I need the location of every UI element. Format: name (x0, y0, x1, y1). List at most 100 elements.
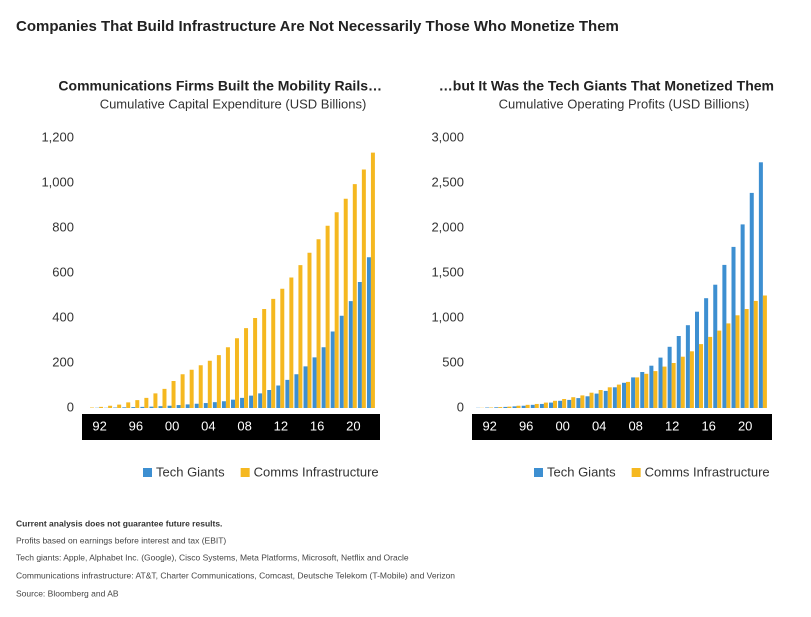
bar (704, 298, 709, 408)
bar (330, 331, 335, 408)
bar (176, 405, 181, 408)
chart-subtitle: Cumulative Operating Profits (USD Billio… (499, 96, 750, 111)
y-tick-label: 2,500 (431, 174, 464, 189)
bar (571, 397, 576, 408)
bar (744, 309, 749, 408)
bar (194, 403, 199, 408)
bar (667, 346, 672, 408)
bar (498, 407, 503, 408)
bar (543, 402, 548, 408)
bar (589, 392, 594, 408)
bar (580, 395, 585, 408)
bar (562, 399, 567, 408)
bar (276, 385, 281, 408)
bar (753, 300, 758, 408)
bar (234, 338, 239, 408)
x-tick-label: 04 (592, 418, 606, 433)
bar (521, 405, 526, 408)
bar (525, 404, 530, 408)
y-tick-label: 400 (52, 309, 74, 324)
chart-title: Communications Firms Built the Mobility … (58, 78, 382, 94)
bar (653, 371, 658, 408)
bar (740, 224, 745, 408)
bar (585, 396, 590, 408)
legend-swatch (240, 468, 250, 477)
bar (567, 399, 572, 408)
y-tick-label: 1,000 (41, 174, 74, 189)
bar (507, 406, 512, 408)
bar (316, 239, 321, 408)
bar (622, 382, 627, 408)
note: Current analysis does not guarantee futu… (16, 518, 222, 528)
bar (594, 393, 599, 408)
bar (662, 366, 667, 408)
bar (366, 257, 371, 408)
bar (649, 365, 654, 408)
y-tick-label: 600 (52, 264, 74, 279)
bar (207, 360, 212, 408)
bar (616, 384, 621, 408)
bar (680, 356, 685, 408)
note: Tech giants: Apple, Alphabet Inc. (Googl… (16, 552, 409, 562)
bar (225, 347, 230, 408)
bar (695, 311, 700, 408)
bar (749, 192, 754, 408)
bar (361, 169, 366, 408)
bar (171, 381, 176, 408)
bar (352, 184, 357, 408)
note: Source: Bloomberg and AB (16, 588, 119, 598)
bar (558, 400, 563, 408)
bar (370, 152, 375, 408)
y-tick-label: 0 (67, 399, 74, 414)
bar (307, 252, 312, 408)
bar (271, 298, 276, 408)
bar (298, 265, 303, 408)
bar (149, 406, 154, 408)
x-tick-label: 12 (665, 418, 679, 433)
bar (153, 393, 158, 408)
x-tick-label: 00 (555, 418, 569, 433)
bar (635, 377, 640, 408)
bar (631, 377, 636, 408)
bar (735, 315, 740, 408)
bar (726, 323, 731, 408)
y-tick-label: 0 (457, 399, 464, 414)
bar (576, 398, 581, 408)
x-tick-label: 96 (129, 418, 143, 433)
bar (244, 328, 249, 408)
x-tick-label: 12 (274, 418, 288, 433)
page-title: Companies That Build Infrastructure Are … (16, 18, 619, 35)
bar (262, 309, 267, 408)
legend-swatch (631, 468, 641, 477)
y-tick-label: 1,500 (431, 264, 464, 279)
bar (607, 387, 612, 408)
bar (117, 404, 122, 408)
bar (325, 225, 330, 408)
bar (253, 318, 258, 408)
y-tick-label: 800 (52, 219, 74, 234)
x-tick-label: 16 (310, 418, 324, 433)
bar (321, 347, 326, 408)
legend-label: Tech Giants (547, 464, 616, 479)
legend-label: Tech Giants (156, 464, 225, 479)
bar (285, 379, 290, 408)
x-tick-label: 08 (628, 418, 642, 433)
bar (762, 295, 767, 408)
bar (343, 198, 348, 408)
bar (598, 390, 603, 408)
bar (258, 393, 263, 408)
bar (603, 390, 608, 408)
bar (717, 330, 722, 408)
bar (512, 406, 517, 408)
x-tick-label: 20 (738, 418, 752, 433)
bar (644, 373, 649, 408)
y-tick-label: 1,200 (41, 129, 74, 144)
bar (135, 400, 140, 408)
legend-swatch (534, 468, 543, 477)
bar (612, 387, 617, 408)
bar (640, 372, 645, 408)
bar (530, 404, 535, 408)
bar (494, 407, 499, 408)
